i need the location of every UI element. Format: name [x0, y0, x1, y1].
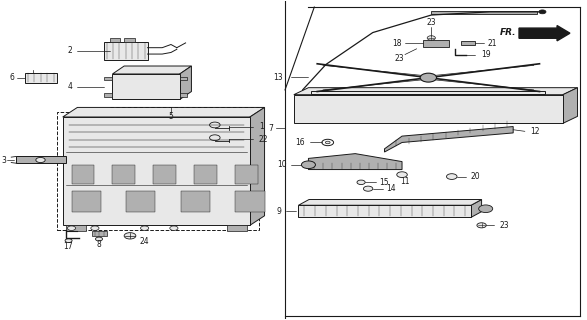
Circle shape	[427, 36, 436, 40]
Bar	[124, 38, 134, 42]
Circle shape	[397, 172, 407, 178]
Polygon shape	[298, 199, 481, 205]
Circle shape	[91, 226, 99, 230]
Text: 6: 6	[9, 73, 14, 82]
Bar	[113, 74, 180, 100]
Polygon shape	[63, 108, 265, 117]
Bar	[72, 191, 101, 212]
Polygon shape	[308, 154, 402, 170]
Bar	[92, 231, 107, 236]
Bar	[72, 165, 94, 184]
Bar	[235, 165, 258, 184]
Bar	[311, 91, 545, 94]
Bar	[180, 93, 187, 97]
Bar	[153, 165, 176, 184]
Text: 8: 8	[97, 240, 102, 249]
Bar	[63, 117, 250, 225]
Circle shape	[96, 237, 103, 241]
Text: 23: 23	[499, 221, 508, 230]
Text: 21: 21	[488, 39, 497, 48]
Text: 3: 3	[1, 156, 6, 164]
Text: 20: 20	[471, 172, 481, 181]
Circle shape	[447, 174, 457, 180]
Bar	[66, 225, 86, 231]
Text: 10: 10	[276, 160, 286, 169]
Circle shape	[420, 73, 437, 82]
Text: 19: 19	[481, 50, 491, 59]
Circle shape	[124, 233, 136, 239]
Circle shape	[357, 180, 365, 185]
Text: 15: 15	[380, 178, 389, 187]
Polygon shape	[113, 66, 191, 74]
Bar	[104, 42, 147, 60]
Bar	[25, 73, 57, 83]
Bar	[423, 40, 449, 47]
Text: 4: 4	[68, 82, 72, 91]
Bar	[298, 205, 471, 217]
Circle shape	[325, 141, 330, 144]
Bar	[180, 76, 187, 80]
Text: 14: 14	[387, 184, 396, 193]
Polygon shape	[563, 88, 578, 123]
Text: 11: 11	[400, 177, 410, 186]
Polygon shape	[471, 199, 481, 217]
Circle shape	[478, 205, 492, 212]
Text: 18: 18	[392, 39, 402, 48]
Bar	[126, 191, 156, 212]
Polygon shape	[250, 108, 265, 225]
Circle shape	[36, 157, 45, 163]
Text: 23: 23	[427, 18, 436, 27]
Circle shape	[170, 226, 178, 230]
Circle shape	[363, 186, 373, 191]
Circle shape	[68, 226, 76, 230]
Bar	[16, 156, 66, 163]
Text: 5: 5	[168, 112, 173, 121]
Bar	[57, 112, 259, 230]
Text: 16: 16	[295, 138, 305, 147]
Text: 1: 1	[259, 122, 264, 131]
Text: 7: 7	[268, 124, 273, 132]
Bar	[235, 191, 265, 212]
Bar	[461, 41, 475, 45]
Text: 13: 13	[273, 73, 283, 82]
Bar	[431, 11, 537, 14]
Text: 9: 9	[276, 207, 281, 216]
Circle shape	[301, 161, 315, 169]
Polygon shape	[384, 126, 513, 152]
FancyArrow shape	[519, 26, 570, 41]
Bar	[110, 38, 120, 42]
Circle shape	[65, 239, 72, 243]
Polygon shape	[180, 66, 191, 100]
Bar	[294, 95, 563, 123]
Bar	[227, 225, 247, 231]
Bar	[181, 191, 210, 212]
Circle shape	[539, 10, 546, 14]
Bar	[194, 165, 217, 184]
Text: 2: 2	[68, 46, 72, 55]
Circle shape	[140, 226, 149, 230]
Text: 17: 17	[63, 242, 73, 251]
Text: 12: 12	[531, 127, 540, 136]
Text: FR.: FR.	[500, 28, 516, 37]
Polygon shape	[294, 88, 578, 95]
Bar	[104, 76, 113, 80]
Text: 23: 23	[394, 54, 404, 63]
Circle shape	[477, 223, 486, 228]
Bar	[104, 93, 113, 97]
Bar	[113, 165, 134, 184]
Text: 24: 24	[140, 237, 150, 246]
Text: 22: 22	[259, 135, 268, 144]
